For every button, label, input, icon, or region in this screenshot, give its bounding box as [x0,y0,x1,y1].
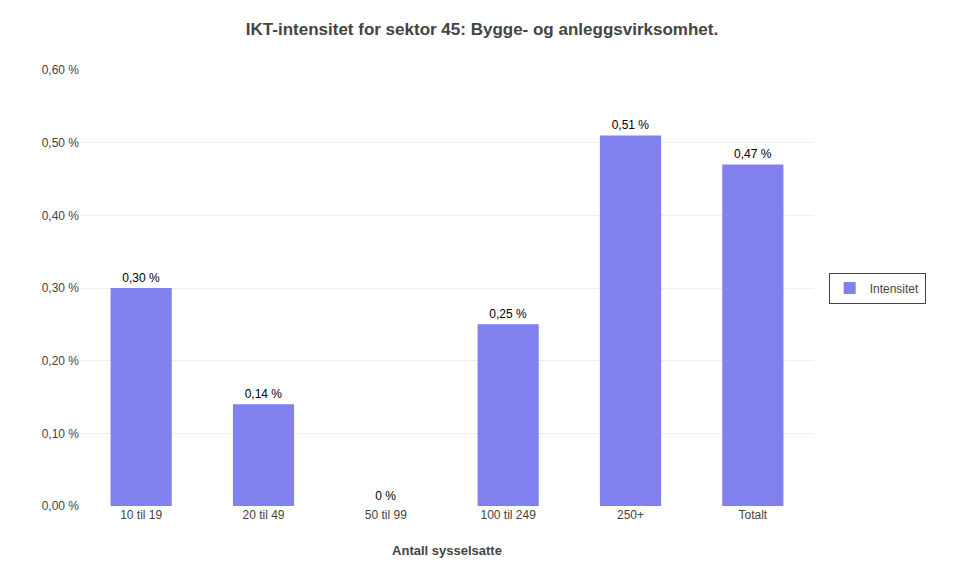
svg-text:0,60 %: 0,60 % [42,63,80,77]
svg-text:0,30 %: 0,30 % [122,271,160,285]
svg-text:0,50 %: 0,50 % [42,136,80,150]
svg-text:10 til 19: 10 til 19 [120,508,162,522]
svg-text:0,20 %: 0,20 % [42,354,80,368]
svg-text:Totalt: Totalt [738,508,767,522]
svg-text:0,00 %: 0,00 % [42,499,80,513]
svg-text:250+: 250+ [617,508,644,522]
svg-text:100 til 249: 100 til 249 [480,508,536,522]
svg-text:50 til 99: 50 til 99 [365,508,407,522]
svg-text:0,47 %: 0,47 % [734,147,772,161]
svg-text:Antall sysselsatte: Antall sysselsatte [392,543,502,558]
svg-text:0,10 %: 0,10 % [42,427,80,441]
svg-text:0,51 %: 0,51 % [612,118,650,132]
svg-text:Intensitet: Intensitet [870,282,919,296]
svg-text:0,25 %: 0,25 % [489,307,527,321]
svg-text:0,30 %: 0,30 % [42,281,80,295]
svg-text:0,14 %: 0,14 % [245,387,283,401]
svg-text:20 til 49: 20 til 49 [242,508,284,522]
svg-text:IKT-intensitet for sektor 45:: IKT-intensitet for sektor 45: Bygge- og … [246,20,718,39]
svg-text:0,40 %: 0,40 % [42,209,80,223]
svg-text:0 %: 0 % [375,489,396,503]
